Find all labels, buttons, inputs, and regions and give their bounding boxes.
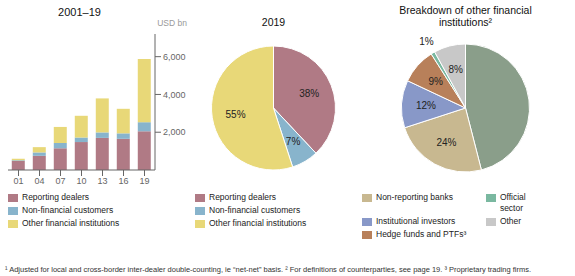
svg-text:01: 01: [13, 176, 23, 186]
html-text:Non-financial customers: Non-financial customers: [22, 205, 114, 215]
html-text:2019: 2019: [261, 16, 286, 28]
html-text:Non-reporting banks: Non-reporting banks: [376, 192, 453, 202]
svg-text:4,000: 4,000: [163, 90, 186, 100]
svg-text:38%: 38%: [299, 88, 319, 99]
svg-text:10: 10: [76, 176, 86, 186]
svg-text:6,000: 6,000: [163, 52, 186, 62]
html-text:Breakdown of other financial i: Breakdown of other financial institution…: [399, 4, 532, 28]
svg-text:1%: 1%: [419, 36, 434, 47]
svg-text:19: 19: [139, 176, 149, 186]
html-text:Hedge funds and PTFs³: Hedge funds and PTFs³: [376, 229, 467, 239]
html-text:Reporting dealers: Reporting dealers: [209, 192, 277, 202]
html-text:¹ Adjusted for local and cross: ¹ Adjusted for local and cross-border in…: [5, 265, 532, 274]
html-text:Other financial institutions: Other financial institutions: [209, 218, 307, 228]
svg-text:12%: 12%: [416, 100, 436, 111]
html-text:USD bn: USD bn: [157, 18, 187, 28]
html-text:Other financial institutions: Other financial institutions: [22, 218, 120, 228]
html-text:Official sector: Official sector: [499, 192, 526, 213]
html-text:2001–19: 2001–19: [58, 6, 101, 18]
svg-text:9%: 9%: [429, 76, 444, 87]
html-text:Non-financial customers: Non-financial customers: [209, 205, 301, 215]
svg-text:8%: 8%: [448, 64, 463, 75]
html-text:Institutional investors: Institutional investors: [376, 216, 456, 226]
svg-text:13: 13: [97, 176, 107, 186]
svg-text:2,000: 2,000: [163, 127, 186, 137]
svg-text:07: 07: [55, 176, 65, 186]
svg-text:7%: 7%: [286, 136, 301, 147]
svg-text:04: 04: [34, 176, 44, 186]
html-text:Reporting dealers: Reporting dealers: [22, 192, 90, 202]
svg-text:55%: 55%: [226, 109, 246, 120]
svg-text:16: 16: [118, 176, 128, 186]
html-text:Other: Other: [499, 216, 522, 226]
svg-text:24%: 24%: [436, 137, 456, 148]
